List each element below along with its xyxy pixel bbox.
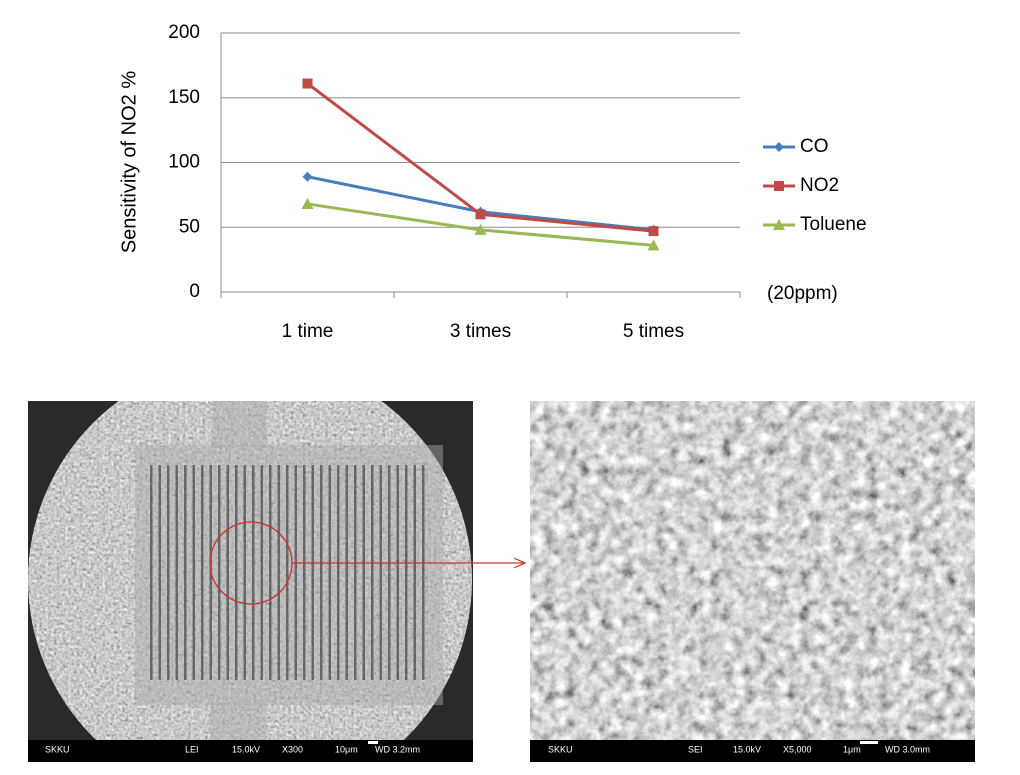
finger-gap bbox=[269, 465, 272, 680]
finger-gap bbox=[243, 465, 246, 680]
y-tick-label: 100 bbox=[168, 152, 200, 173]
finger-gap bbox=[192, 465, 195, 680]
marker bbox=[474, 223, 487, 235]
info-bar bbox=[530, 740, 975, 762]
image-info: WD 3.2mm bbox=[375, 744, 420, 754]
finger-gap bbox=[226, 465, 229, 680]
y-tick-label: 0 bbox=[189, 281, 200, 302]
finger-gap bbox=[158, 465, 161, 680]
finger-gap bbox=[354, 465, 357, 680]
finger-gap bbox=[328, 465, 331, 680]
finger-gap bbox=[294, 465, 297, 680]
finger-gap bbox=[311, 465, 314, 680]
finger-gap bbox=[371, 465, 374, 680]
annotation: (20ppm) bbox=[767, 283, 838, 304]
marker bbox=[302, 78, 313, 89]
y-tick-label: 150 bbox=[168, 87, 200, 108]
scale-bar bbox=[368, 741, 378, 744]
legend-label: Toluene bbox=[800, 214, 867, 235]
surface-texture bbox=[530, 401, 975, 762]
image-info: SEI bbox=[688, 744, 703, 754]
finger-gap bbox=[388, 465, 391, 680]
finger-gap bbox=[362, 465, 365, 680]
image-info: 15.0kV bbox=[733, 744, 761, 754]
finger-gap bbox=[396, 465, 399, 680]
finger-gap bbox=[150, 465, 153, 680]
y-axis-title: Sensitivity of NO2 % bbox=[118, 71, 140, 254]
marker bbox=[302, 171, 313, 182]
image-info: WD 3.0mm bbox=[885, 744, 930, 754]
finger-gap bbox=[286, 465, 289, 680]
info-bar bbox=[28, 740, 473, 762]
finger-gap bbox=[260, 465, 263, 680]
finger-gap bbox=[201, 465, 204, 680]
finger-gap bbox=[184, 465, 187, 680]
finger-gap bbox=[303, 465, 306, 680]
x-tick-label: 1 time bbox=[282, 321, 334, 342]
x-tick-label: 5 times bbox=[623, 321, 684, 342]
image-info: SKKU bbox=[45, 744, 70, 754]
finger-gap bbox=[252, 465, 255, 680]
sem-image-high bbox=[530, 401, 975, 762]
marker bbox=[475, 209, 486, 220]
image-info: SKKU bbox=[548, 744, 573, 754]
finger-gap bbox=[218, 465, 221, 680]
marker bbox=[301, 197, 314, 209]
x-tick-label: 3 times bbox=[450, 321, 511, 342]
series-line bbox=[307, 175, 654, 232]
image-info: 10μm bbox=[335, 744, 358, 754]
image-info: X300 bbox=[282, 744, 303, 754]
y-tick-label: 50 bbox=[179, 216, 200, 237]
marker bbox=[774, 142, 784, 152]
finger-gap bbox=[175, 465, 178, 680]
finger-gap bbox=[405, 465, 408, 680]
finger-gap bbox=[422, 465, 425, 680]
finger-gap bbox=[337, 465, 340, 680]
marker bbox=[773, 219, 785, 230]
legend-label: NO2 bbox=[800, 175, 839, 196]
marker bbox=[774, 181, 784, 191]
electrode-lead bbox=[212, 401, 267, 447]
sem-image-low bbox=[28, 401, 525, 762]
scale-bar bbox=[860, 741, 878, 744]
legend-label: CO bbox=[800, 136, 829, 157]
image-info: LEI bbox=[185, 744, 199, 754]
marker bbox=[648, 226, 659, 237]
finger-gap bbox=[320, 465, 323, 680]
finger-gap bbox=[235, 465, 238, 680]
image-info: 15.0kV bbox=[232, 744, 260, 754]
image-info: X5,000 bbox=[783, 744, 812, 754]
image-info: 1μm bbox=[843, 744, 861, 754]
y-tick-label: 200 bbox=[168, 22, 200, 43]
finger-gap bbox=[413, 465, 416, 680]
electrode-lead bbox=[210, 703, 266, 741]
finger-gap bbox=[345, 465, 348, 680]
finger-gap bbox=[277, 465, 280, 680]
marker bbox=[647, 239, 660, 251]
finger-gap bbox=[167, 465, 170, 680]
interdigitated-fingers bbox=[150, 465, 425, 680]
finger-gap bbox=[379, 465, 382, 680]
